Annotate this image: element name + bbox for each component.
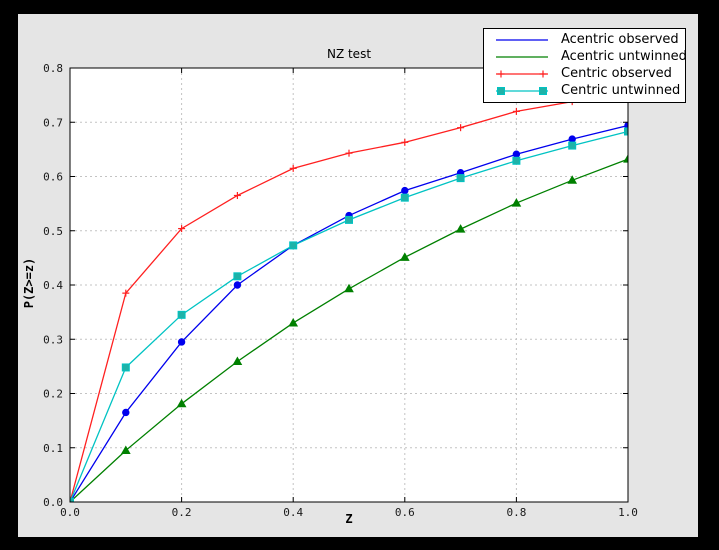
x-tick-label: 0.0: [60, 506, 80, 519]
x-tick-label: 1.0: [618, 506, 638, 519]
legend-sample-acentric-untwinned: [496, 55, 548, 58]
x-tick-label: 0.6: [395, 506, 415, 519]
y-tick-label: 0.7: [43, 116, 63, 129]
series-acentric-observed: [69, 121, 629, 503]
x-tick-label: 0.2: [172, 506, 192, 519]
legend-item-centric-untwinned: Centric untwinned: [484, 82, 685, 99]
series-group: [69, 83, 629, 503]
series-centric-untwinned: [69, 127, 629, 503]
tick-labels: 0.0 0.2 0.4 0.6 0.8 1.0 0.0 0.1 0.2 0.3 0.4 0.5 0.6 0…: [43, 62, 638, 519]
legend-item-label: Acentric untwinned: [561, 49, 687, 64]
chart-title: NZ test: [326, 47, 372, 61]
x-tick-label: 0.8: [506, 506, 526, 519]
y-tick-label: 0.8: [43, 62, 63, 75]
legend-item-acentric-observed: Acentric observed: [484, 31, 685, 48]
legend-item-label: Acentric observed: [561, 32, 679, 47]
y-tick-label: 0.1: [43, 442, 63, 455]
legend-sample-centric-observed: [496, 70, 548, 77]
legend-sample-acentric-observed: [496, 38, 548, 41]
legend-item-label: Centric untwinned: [561, 83, 681, 98]
legend-item-centric-observed: Centric observed: [484, 65, 685, 82]
y-tick-label: 0.3: [43, 333, 63, 346]
y-tick-label: 0.6: [43, 171, 63, 184]
legend-sample-centric-untwinned: [496, 86, 548, 95]
legend: Acentric observed Acentric untwinned Centr…: [483, 28, 687, 103]
y-axis-label: P(Z>=z): [22, 257, 36, 309]
x-tick-label: 0.4: [283, 506, 303, 519]
legend-item-label: Centric observed: [561, 66, 672, 81]
x-axis-label: Z: [345, 512, 353, 526]
y-tick-label: 0.5: [43, 225, 63, 238]
y-tick-label: 0.4: [43, 279, 63, 292]
y-tick-label: 0.2: [43, 388, 63, 401]
legend-item-acentric-untwinned: Acentric untwinned: [484, 48, 687, 65]
y-tick-label: 0.0: [43, 496, 63, 509]
